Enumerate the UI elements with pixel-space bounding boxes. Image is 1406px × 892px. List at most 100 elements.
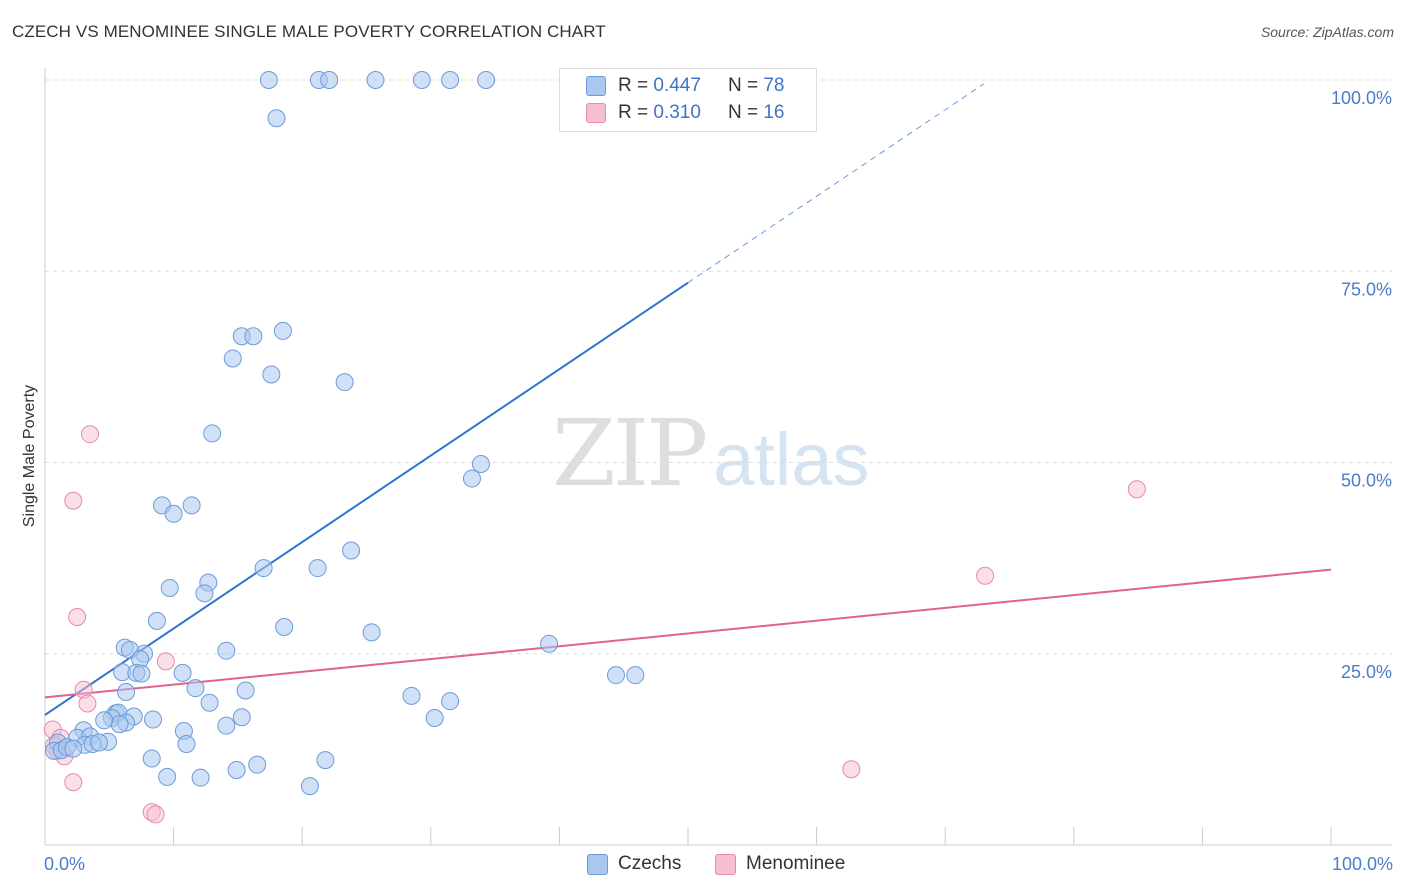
czechs-point-64 bbox=[90, 733, 109, 752]
czechs-point-44 bbox=[402, 686, 421, 705]
czechs-point-18 bbox=[182, 496, 201, 515]
czechs-point-2 bbox=[320, 71, 339, 89]
czechs-point-16 bbox=[462, 469, 481, 488]
czechs-point-26 bbox=[147, 611, 166, 630]
czechs-point-24 bbox=[160, 578, 179, 597]
menominee-r-value: 0.310 bbox=[653, 102, 701, 123]
czechs-point-12 bbox=[262, 365, 281, 384]
data-points bbox=[43, 71, 1146, 824]
czechs-trend-line bbox=[44, 281, 689, 716]
czechs-point-71 bbox=[64, 739, 83, 758]
czechs-swatch bbox=[586, 76, 606, 96]
y-tick-label-1: 50.0% bbox=[1341, 471, 1392, 491]
y-axis-label: Single Male Poverty bbox=[21, 385, 38, 527]
czechs-point-22 bbox=[308, 559, 327, 578]
bottom-legend-czechs: Czechs bbox=[587, 852, 681, 876]
bottom-czechs-label: Czechs bbox=[618, 853, 682, 874]
czechs-point-40 bbox=[626, 666, 645, 685]
menominee-point-5 bbox=[156, 652, 175, 671]
czechs-point-13 bbox=[335, 373, 354, 392]
czechs-point-25 bbox=[195, 584, 214, 603]
czechs-point-28 bbox=[362, 623, 381, 642]
czechs-point-52 bbox=[110, 715, 129, 734]
czechs-point-74 bbox=[248, 755, 267, 774]
menominee-trend-line bbox=[44, 568, 1332, 699]
czechs-point-14 bbox=[203, 424, 222, 443]
menominee-point-0 bbox=[81, 425, 100, 444]
menominee-r-label: R = bbox=[618, 102, 649, 123]
czechs-point-73 bbox=[316, 751, 335, 770]
x-tick-label-0: 0.0% bbox=[44, 854, 85, 874]
y-tick-label-2: 75.0% bbox=[1341, 279, 1392, 299]
watermark: ZIP atlas bbox=[552, 400, 869, 510]
bottom-legend-menominee: Menominee bbox=[715, 852, 845, 876]
czechs-point-10 bbox=[244, 327, 263, 346]
czechs-point-32 bbox=[217, 641, 236, 660]
czechs-point-78 bbox=[300, 777, 319, 796]
menominee-n-label: N = bbox=[727, 102, 759, 123]
czechs-r-label: R = bbox=[618, 75, 649, 96]
source-label: Source: ZipAtlas.com bbox=[1260, 24, 1394, 40]
czechs-point-53 bbox=[144, 710, 163, 729]
czechs-point-41 bbox=[186, 679, 205, 698]
czechs-point-15 bbox=[471, 455, 490, 474]
czechs-point-20 bbox=[342, 541, 361, 560]
czechs-point-4 bbox=[412, 71, 431, 89]
czechs-r-value: 0.447 bbox=[653, 75, 701, 96]
czechs-point-8 bbox=[273, 321, 292, 340]
czechs-point-39 bbox=[606, 666, 625, 685]
czechs-point-5 bbox=[441, 71, 460, 89]
czechs-point-57 bbox=[95, 711, 114, 730]
czechs-point-76 bbox=[158, 767, 177, 786]
bottom-menominee-label: Menominee bbox=[746, 853, 846, 874]
czechs-point-19 bbox=[164, 504, 183, 523]
czechs-point-43 bbox=[236, 681, 255, 700]
czechs-point-70 bbox=[217, 716, 236, 735]
czechs-point-66 bbox=[177, 735, 196, 754]
czechs-point-6 bbox=[477, 71, 496, 89]
watermark-zip: ZIP bbox=[552, 400, 708, 507]
menominee-point-4 bbox=[976, 566, 995, 585]
menominee-point-13 bbox=[64, 773, 83, 792]
menominee-point-3 bbox=[68, 608, 87, 627]
menominee-point-7 bbox=[78, 694, 97, 713]
y-tick-label-0: 25.0% bbox=[1341, 662, 1392, 682]
grid-lines bbox=[45, 79, 1392, 655]
czechs-point-7 bbox=[267, 109, 286, 128]
menominee-point-16 bbox=[146, 805, 165, 824]
czechs-point-11 bbox=[223, 349, 242, 368]
bottom-menominee-swatch bbox=[715, 853, 736, 875]
czechs-point-29 bbox=[540, 634, 559, 653]
czechs-n-label: N = bbox=[727, 75, 759, 96]
czechs-point-72 bbox=[142, 749, 161, 768]
czechs-point-3 bbox=[366, 71, 385, 89]
y-tick-label-3: 100.0% bbox=[1331, 88, 1392, 108]
legend-row-menominee: R = 0.310 N = 16 bbox=[586, 100, 784, 126]
czechs-point-42 bbox=[117, 683, 136, 701]
czechs-point-0 bbox=[259, 71, 278, 89]
czechs-n-value: 78 bbox=[763, 75, 785, 96]
menominee-swatch bbox=[586, 103, 606, 123]
menominee-point-1 bbox=[64, 491, 83, 510]
czechs-point-77 bbox=[191, 768, 210, 787]
x-tick-label-1: 100.0% bbox=[1332, 854, 1393, 874]
watermark-atlas: atlas bbox=[713, 418, 870, 501]
czechs-point-55 bbox=[425, 709, 444, 728]
menominee-point-14 bbox=[842, 760, 861, 779]
czechs-point-27 bbox=[275, 617, 294, 636]
czechs-point-37 bbox=[132, 664, 151, 683]
legend-row-czechs: R = 0.447 N = 78 bbox=[586, 73, 784, 99]
menominee-n-value: 16 bbox=[763, 102, 785, 123]
czechs-point-54 bbox=[232, 708, 251, 727]
czechs-point-46 bbox=[200, 693, 219, 712]
axes bbox=[44, 68, 1392, 846]
menominee-point-2 bbox=[1127, 480, 1146, 499]
czechs-point-38 bbox=[173, 663, 192, 682]
axis-labels: 25.0% 50.0% 75.0% 100.0% 0.0% 100.0% Single Ma… bbox=[21, 88, 1393, 874]
czechs-trend-extension bbox=[687, 83, 985, 284]
chart-title: CZECH VS MENOMINEE SINGLE MALE POVERTY C… bbox=[12, 22, 606, 41]
czechs-point-45 bbox=[441, 692, 460, 711]
correlation-legend: R = 0.447 N = 78 R = 0.310 N = 16 bbox=[559, 68, 817, 132]
trend-lines bbox=[44, 83, 1332, 716]
